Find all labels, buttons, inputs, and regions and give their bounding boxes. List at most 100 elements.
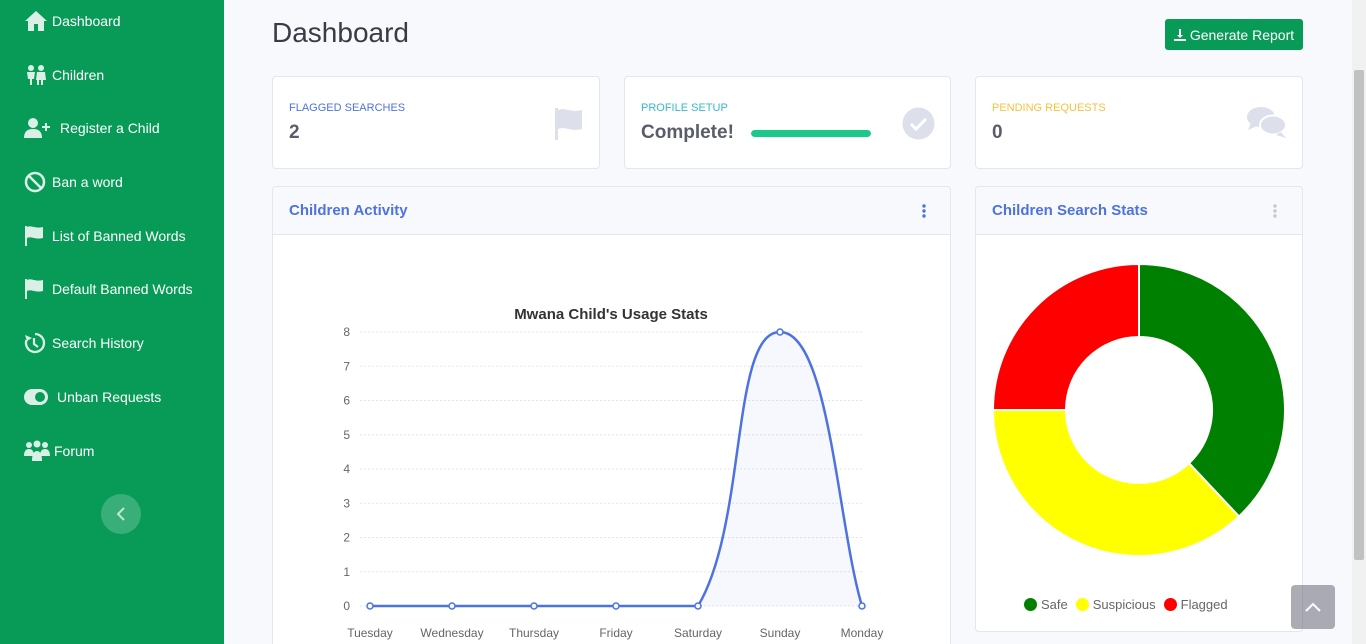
data-point[interactable]	[776, 328, 784, 336]
y-tick-label: 3	[343, 496, 350, 510]
sidebar-item-forum[interactable]: Forum	[24, 439, 94, 463]
download-icon	[1173, 28, 1186, 41]
sidebar-item-label: Search History	[52, 335, 144, 351]
more-options-icon[interactable]	[919, 203, 929, 219]
flag-icon	[24, 277, 50, 301]
y-tick-label: 4	[343, 462, 350, 476]
sidebar-item-label: Children	[52, 67, 105, 83]
donut-slice-flagged[interactable]	[991, 262, 1140, 411]
data-point[interactable]	[694, 602, 702, 610]
more-options-icon[interactable]	[1270, 203, 1280, 219]
pending-requests-value: 0	[992, 122, 1003, 143]
y-tick-label: 7	[343, 359, 350, 373]
legend-swatch	[1024, 598, 1037, 611]
flagged-searches-value: 2	[289, 122, 300, 143]
sidebar-item-search-history[interactable]: Search History	[24, 331, 144, 355]
sidebar-item-banned-words[interactable]: List of Banned Words	[24, 224, 186, 248]
series-area	[370, 332, 862, 606]
children-search-stats-card: Children Search Stats Safe Suspicious Flag…	[975, 186, 1303, 632]
children-activity-card: Children Activity Mwana Child's Usage St…	[272, 186, 951, 644]
chevron-left-icon	[116, 507, 125, 521]
search-stats-title: Children Search Stats	[992, 202, 1148, 219]
comments-icon	[1247, 107, 1287, 138]
pending-requests-card: Pending Requests 0	[975, 76, 1303, 169]
users-icon	[24, 439, 52, 463]
children-icon	[24, 63, 50, 87]
sidebar-item-label: Unban Requests	[57, 389, 162, 405]
x-tick-label: Monday	[841, 626, 884, 640]
sidebar: Dashboard Children Register a Child Ban …	[0, 0, 224, 644]
usage-line-chart: Mwana Child's Usage Stats 0 1 2 3 4 5 6 7 8 Tuesda…	[343, 306, 884, 640]
y-tick-label: 5	[343, 428, 350, 442]
sidebar-item-register-child[interactable]: Register a Child	[24, 116, 160, 140]
legend-item-suspicious[interactable]: Suspicious	[1075, 597, 1156, 612]
x-tick-label: Saturday	[674, 626, 722, 640]
ban-icon	[24, 170, 50, 194]
flagged-searches-label: Flagged Searches	[289, 102, 406, 114]
y-tick-label: 6	[343, 394, 350, 408]
donut-slice-safe[interactable]	[1138, 262, 1286, 518]
user-plus-icon	[24, 116, 58, 140]
x-tick-label: Wednesday	[420, 626, 483, 640]
flagged-searches-card: Flagged Searches 2	[272, 76, 600, 169]
data-point[interactable]	[858, 602, 866, 610]
profile-setup-value: Complete!	[641, 122, 734, 143]
sidebar-item-label: Default Banned Words	[52, 281, 193, 297]
legend-label: Safe	[1041, 597, 1068, 612]
series-line	[369, 330, 864, 608]
data-point[interactable]	[530, 602, 538, 610]
y-tick-label: 1	[343, 565, 350, 579]
sidebar-item-children[interactable]: Children	[24, 63, 104, 87]
y-tick-label: 0	[343, 599, 350, 613]
y-tick-label: 8	[343, 325, 350, 339]
sidebar-item-dashboard[interactable]: Dashboard	[24, 9, 121, 33]
sidebar-item-label: Forum	[54, 443, 95, 459]
data-point[interactable]	[612, 602, 620, 610]
data-point[interactable]	[448, 602, 456, 610]
x-tick-label: Thursday	[509, 626, 559, 640]
legend-label: Flagged	[1180, 597, 1228, 612]
generate-report-button[interactable]: Generate Report	[1165, 19, 1303, 50]
pending-requests-label: Pending Requests	[992, 102, 1106, 114]
profile-setup-label: Profile Setup	[641, 102, 728, 114]
scrollbar-thumb[interactable]	[1354, 70, 1364, 560]
donut-legend: Safe Suspicious Flagged	[1024, 597, 1228, 612]
chart-title: Mwana Child's Usage Stats	[514, 306, 708, 323]
flag-icon	[555, 108, 582, 140]
sidebar-item-label: Ban a word	[52, 174, 123, 190]
legend-item-safe[interactable]: Safe	[1024, 597, 1068, 612]
generate-report-label: Generate Report	[1189, 26, 1295, 43]
search-stats-donut-chart	[991, 262, 1286, 557]
profile-progress-fill	[751, 130, 871, 137]
legend-label: Suspicious	[1092, 597, 1156, 612]
legend-swatch	[1163, 598, 1177, 611]
toggle-icon	[24, 385, 55, 409]
data-point[interactable]	[366, 602, 374, 610]
children-activity-title: Children Activity	[289, 202, 408, 219]
home-icon	[24, 9, 50, 33]
sidebar-item-label: Register a Child	[60, 120, 160, 136]
profile-setup-card: Profile Setup Complete!	[624, 76, 951, 169]
x-tick-label: Sunday	[760, 626, 801, 640]
sidebar-item-label: List of Banned Words	[52, 228, 186, 244]
x-tick-label: Tuesday	[347, 626, 393, 640]
scroll-to-top-button[interactable]	[1291, 585, 1335, 629]
page-title: Dashboard	[272, 17, 409, 48]
donut-slice-suspicious[interactable]	[991, 409, 1241, 557]
check-circle-icon	[902, 107, 935, 140]
sidebar-item-label: Dashboard	[52, 13, 121, 29]
children-activity-header: Children Activity	[273, 187, 950, 235]
history-icon	[24, 331, 50, 355]
chevron-up-icon	[1305, 602, 1321, 612]
page-scrollbar[interactable]	[1352, 0, 1366, 644]
sidebar-item-unban-requests[interactable]: Unban Requests	[24, 385, 161, 409]
legend-item-flagged[interactable]: Flagged	[1163, 597, 1228, 612]
sidebar-item-ban-word[interactable]: Ban a word	[24, 170, 123, 194]
sidebar-item-default-banned-words[interactable]: Default Banned Words	[24, 277, 193, 301]
x-tick-label: Friday	[599, 626, 632, 640]
search-stats-header: Children Search Stats	[976, 187, 1302, 235]
flag-icon	[24, 224, 50, 248]
y-tick-label: 2	[343, 531, 350, 545]
profile-progress-bar	[751, 130, 871, 137]
sidebar-toggle-button[interactable]	[101, 494, 141, 534]
